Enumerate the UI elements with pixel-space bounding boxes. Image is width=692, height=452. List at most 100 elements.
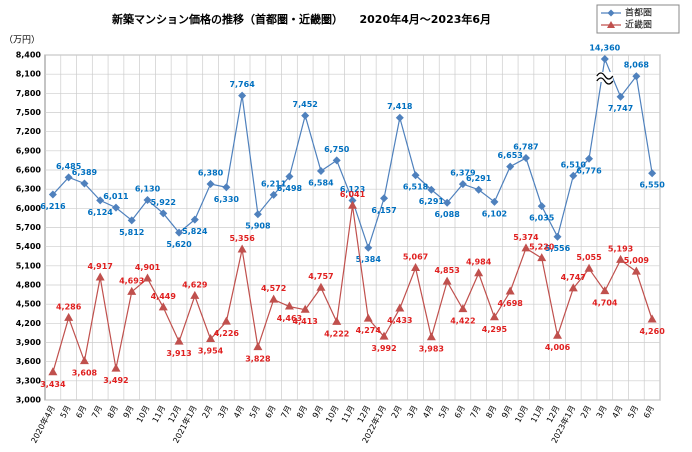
marker: [474, 268, 484, 277]
data-label: 4,901: [135, 263, 161, 272]
marker: [285, 172, 294, 181]
data-label: 6,041: [340, 190, 366, 199]
x-tick-label: 4月: [421, 404, 435, 420]
legend-label: 首都圏: [625, 7, 652, 19]
x-tick-label: 6月: [264, 404, 278, 420]
data-label: 3,434: [40, 380, 66, 389]
x-tick-label: 2月: [390, 404, 404, 420]
marker: [284, 301, 294, 310]
data-label: 4,226: [214, 329, 240, 338]
x-tick-label: 11月: [340, 404, 356, 424]
marker: [332, 316, 342, 325]
marker: [48, 367, 58, 376]
data-label: 6,389: [72, 168, 98, 177]
x-tick-label: 4月: [610, 404, 624, 420]
data-label: 4,572: [261, 284, 286, 293]
data-label: 6,123: [340, 185, 365, 194]
marker: [96, 196, 105, 205]
x-tick-label: 9月: [122, 404, 136, 420]
marker: [221, 316, 231, 325]
x-tick-label: 10月: [513, 404, 529, 424]
data-label: 4,698: [498, 299, 524, 308]
x-tick-label: 2月: [579, 404, 593, 420]
data-label: 6,211: [261, 179, 287, 188]
x-tick-label: 11月: [529, 404, 545, 424]
marker: [48, 190, 57, 199]
data-label: 4,693: [119, 276, 144, 285]
y-tick-label: 3,600: [16, 357, 42, 366]
x-tick-label: 9月: [500, 404, 514, 420]
data-label: 6,653: [498, 151, 523, 160]
y-tick-label: 5,400: [16, 242, 42, 251]
y-axis-label: （万円）: [4, 35, 40, 46]
data-label: 4,413: [293, 317, 318, 326]
marker: [111, 203, 120, 212]
y-tick-label: 6,300: [16, 185, 42, 194]
data-label: 6,584: [308, 179, 334, 188]
marker: [300, 304, 310, 313]
data-label: 4,984: [466, 258, 492, 267]
data-label: 4,422: [450, 317, 475, 326]
x-tick-label: 5月: [626, 404, 640, 420]
x-tick-label: 9月: [311, 404, 325, 420]
marker: [159, 209, 168, 218]
x-tick-label: 12月: [545, 404, 561, 424]
data-label: 5,384: [356, 255, 382, 264]
marker: [316, 282, 326, 291]
data-label: 4,757: [308, 272, 333, 281]
y-tick-label: 4,200: [16, 319, 42, 328]
data-label: 6,510: [561, 160, 587, 169]
data-label: 6,216: [40, 202, 66, 211]
y-tick-label: 7,800: [16, 89, 42, 98]
marker: [206, 334, 216, 343]
data-label: 6,035: [529, 214, 555, 223]
data-label: 4,286: [56, 302, 82, 311]
marker: [458, 180, 467, 189]
y-tick-label: 4,800: [16, 281, 42, 290]
data-label: 6,124: [88, 208, 114, 217]
marker: [269, 294, 279, 303]
data-label: 6,380: [198, 169, 224, 178]
marker: [442, 276, 452, 285]
marker: [632, 72, 641, 81]
data-label: 4,747: [561, 273, 586, 282]
data-label: 4,853: [434, 266, 459, 275]
data-label: 7,764: [229, 80, 255, 89]
marker: [79, 356, 89, 365]
x-tick-label: 8月: [106, 404, 120, 420]
marker: [190, 215, 199, 224]
y-tick-label: 6,900: [16, 146, 42, 155]
marker: [238, 91, 247, 100]
marker: [411, 171, 420, 180]
data-label: 6,498: [277, 184, 303, 193]
data-label: 3,983: [419, 345, 444, 354]
legend-label: 近畿圏: [625, 19, 652, 31]
y-tick-label: 6,000: [16, 204, 42, 213]
marker: [648, 169, 657, 178]
data-label: 6,750: [324, 145, 350, 154]
marker: [332, 156, 341, 165]
y-tick-label: 7,500: [16, 108, 42, 117]
marker: [206, 180, 215, 189]
data-label: 3,492: [103, 376, 128, 385]
x-tick-label: 11月: [151, 404, 167, 424]
y-tick-label: 8,400: [16, 51, 42, 60]
y-tick-label: 4,500: [16, 300, 42, 309]
data-label: 6,379: [450, 169, 476, 178]
x-tick-label: 7月: [469, 404, 483, 420]
marker: [631, 266, 641, 275]
x-tick-label: 7月: [279, 404, 293, 420]
data-label: 5,922: [151, 198, 176, 207]
x-tick-label: 2020年4月: [29, 403, 57, 444]
marker: [443, 198, 452, 207]
y-tick-label: 7,200: [16, 127, 42, 136]
marker: [364, 243, 373, 252]
data-label: 4,006: [545, 343, 571, 352]
marker: [553, 232, 562, 241]
x-tick-label: 6月: [453, 404, 467, 420]
data-label: 6,518: [403, 183, 429, 192]
data-label: 5,556: [545, 244, 571, 253]
x-tick-label: 12月: [356, 404, 372, 424]
x-tick-label: 5月: [248, 404, 262, 420]
marker: [395, 303, 405, 312]
